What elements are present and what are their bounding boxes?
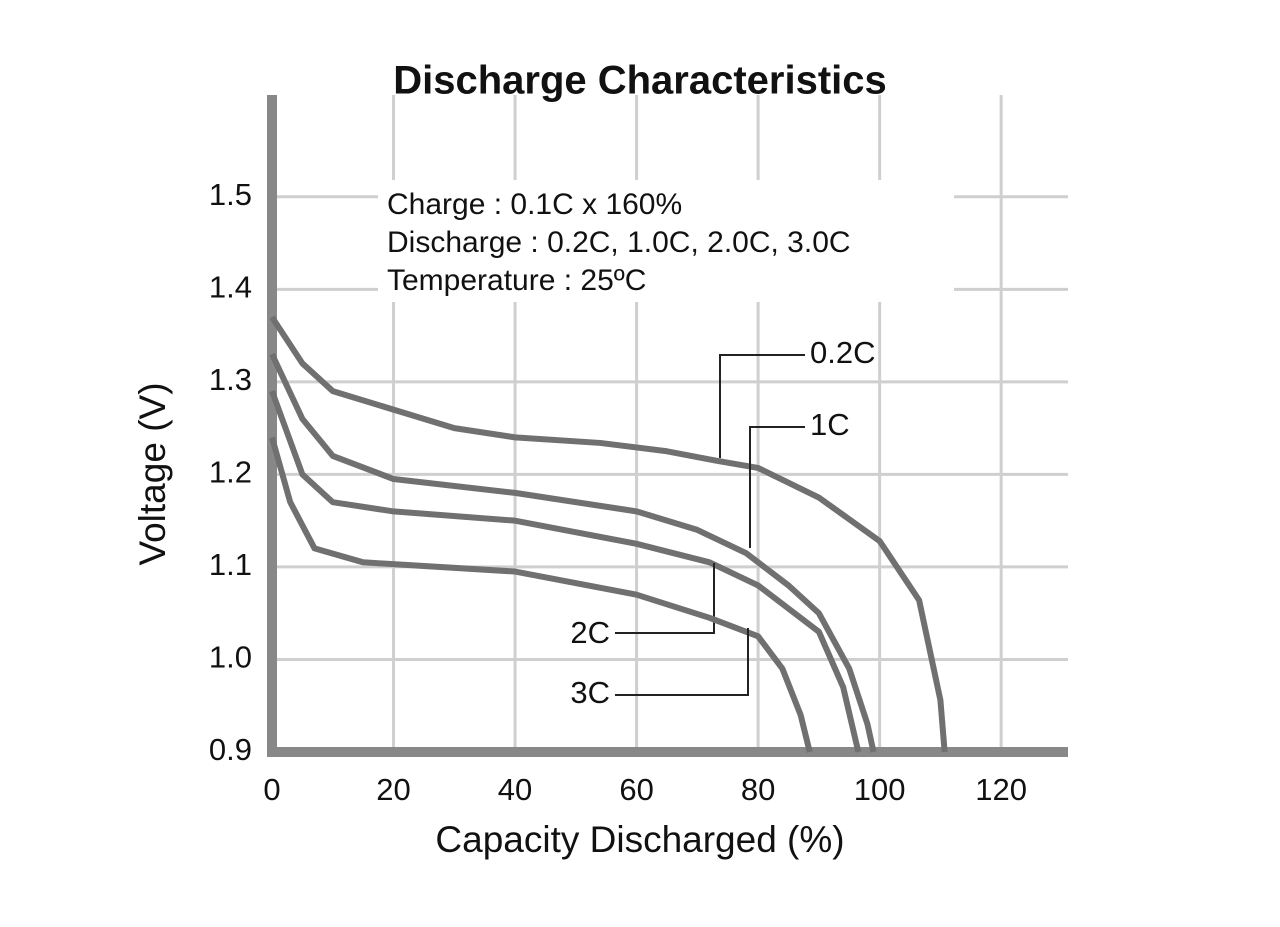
x-tick-label: 20 [376,772,410,807]
y-tick-label: 1.5 [209,177,252,212]
chart-title: Discharge Characteristics [393,59,887,103]
y-tick-label: 1.3 [209,362,252,397]
annotation: Discharge : 0.2C, 1.0C, 2.0C, 3.0C [387,226,851,259]
y-axis-label: Voltage (V) [132,382,173,565]
y-tick-label: 1.1 [209,547,252,582]
series-label: 2C [570,615,610,650]
series-line [269,390,862,753]
y-tick-label: 1.2 [209,455,252,490]
x-tick-label: 60 [619,772,653,807]
leader-line [719,354,805,458]
x-tick-label: 0 [263,772,280,807]
leader-line [749,426,805,548]
x-axis-label: Capacity Discharged (%) [435,819,844,860]
y-tick-label: 1.0 [209,640,252,675]
y-tick-label: 1.4 [209,270,252,305]
series-label: 1C [810,407,850,442]
leader-line [615,628,749,696]
series-line [269,315,948,753]
x-tick-label: 120 [975,772,1027,807]
y-tick-label: 0.9 [209,732,252,767]
series-label: 0.2C [810,335,875,370]
series-line [269,436,813,753]
series-line [269,352,877,753]
x-tick-label: 80 [741,772,775,807]
series-label: 3C [570,675,610,710]
x-tick-label: 40 [498,772,532,807]
note-background [378,180,954,302]
x-tick-label: 100 [854,772,906,807]
annotation: Charge : 0.1C x 160% [387,188,682,221]
leader-line [615,563,715,634]
annotation: Temperature : 25ºC [387,264,646,297]
